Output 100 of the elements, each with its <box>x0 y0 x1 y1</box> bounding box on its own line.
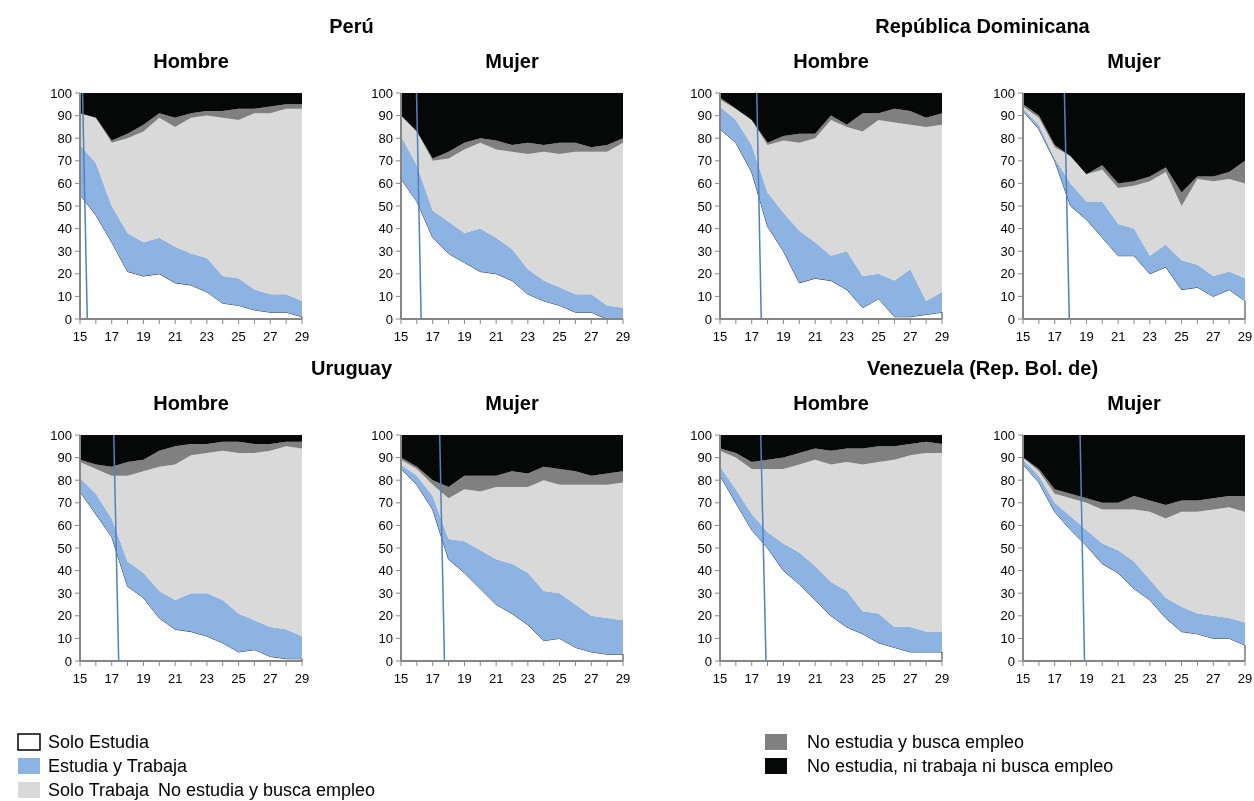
y-tick-label: 90 <box>697 108 712 124</box>
legend-label: Solo Estudia <box>48 732 151 753</box>
y-tick-label: 10 <box>697 288 712 304</box>
y-tick-label: 70 <box>57 153 72 169</box>
x-tick-label: 25 <box>231 329 246 344</box>
x-tick-label: 17 <box>104 329 119 344</box>
x-tick-label: 29 <box>1237 671 1253 686</box>
legend-label: No estudia y busca empleo <box>807 732 1025 753</box>
y-tick-label: 80 <box>57 130 72 146</box>
y-tick-label: 40 <box>57 221 72 237</box>
y-tick-label: 10 <box>57 288 72 304</box>
x-tick-label: 23 <box>199 329 215 344</box>
y-tick-label: 30 <box>1000 585 1015 601</box>
x-tick-label: 23 <box>520 671 536 686</box>
x-tick-label: 15 <box>393 329 409 344</box>
y-tick-label: 10 <box>57 630 72 646</box>
x-tick-label: 15 <box>712 329 728 344</box>
y-tick-label: 70 <box>1000 495 1015 511</box>
y-tick-label: 100 <box>50 427 72 443</box>
chart-subtitle: Hombre <box>793 50 869 72</box>
x-tick-label: 21 <box>1110 671 1126 686</box>
y-tick-label: 80 <box>1000 130 1015 146</box>
chart-subtitle: Mujer <box>485 50 539 72</box>
y-tick-label: 40 <box>697 221 712 237</box>
y-tick-label: 20 <box>378 266 393 282</box>
y-tick-label: 100 <box>993 427 1015 443</box>
y-tick-label: 40 <box>1000 221 1015 237</box>
y-tick-label: 50 <box>378 540 393 556</box>
x-tick-label: 19 <box>457 329 472 344</box>
x-tick-label: 27 <box>1206 671 1221 686</box>
x-tick-label: 27 <box>263 329 278 344</box>
legend-label: No estudia, ni trabaja ni busca empleo <box>807 756 1114 777</box>
x-tick-label: 25 <box>1174 329 1189 344</box>
y-tick-label: 50 <box>57 540 72 556</box>
x-tick-label: 19 <box>136 671 151 686</box>
x-tick-label: 15 <box>393 671 409 686</box>
x-tick-label: 17 <box>744 329 759 344</box>
x-tick-label: 15 <box>72 329 88 344</box>
x-tick-label: 25 <box>552 671 567 686</box>
y-tick-label: 10 <box>1000 630 1015 646</box>
y-tick-label: 20 <box>697 266 712 282</box>
y-tick-label: 20 <box>1000 266 1015 282</box>
x-tick-label: 23 <box>1142 329 1158 344</box>
text: Perú <box>329 15 374 37</box>
y-tick-label: 30 <box>378 585 393 601</box>
legend-label: Solo Trabaja <box>48 780 151 801</box>
x-tick-label: 17 <box>104 671 119 686</box>
x-tick-label: 27 <box>1206 329 1221 344</box>
y-tick-label: 80 <box>697 472 712 488</box>
x-tick-label: 27 <box>903 671 918 686</box>
text: República Dominicana <box>875 15 1091 37</box>
y-tick-label: 90 <box>57 108 72 124</box>
y-tick-label: 100 <box>50 85 72 101</box>
y-tick-label: 70 <box>57 495 72 511</box>
y-tick-label: 80 <box>378 472 393 488</box>
y-tick-label: 70 <box>697 153 712 169</box>
chart-subtitle: Mujer <box>485 392 539 414</box>
x-tick-label: 27 <box>584 329 599 344</box>
text: No estudia y busca empleo <box>158 780 376 801</box>
legend-label: Estudia y Trabaja <box>48 756 189 777</box>
chart-subtitle: Mujer <box>1107 392 1161 414</box>
text: Uruguay <box>310 357 393 379</box>
y-tick-label: 100 <box>690 427 712 443</box>
x-tick-label: 23 <box>839 671 855 686</box>
x-tick-label: 25 <box>231 671 246 686</box>
y-tick-label: 80 <box>1000 472 1015 488</box>
y-tick-label: 10 <box>378 630 393 646</box>
y-tick-label: 10 <box>1000 288 1015 304</box>
y-tick-label: 0 <box>385 653 393 669</box>
x-tick-label: 25 <box>552 329 567 344</box>
y-tick-label: 30 <box>57 585 72 601</box>
y-tick-label: 30 <box>57 243 72 259</box>
x-tick-label: 17 <box>1047 671 1062 686</box>
y-tick-label: 40 <box>378 563 393 579</box>
x-tick-label: 19 <box>776 671 791 686</box>
x-tick-label: 25 <box>871 671 886 686</box>
y-tick-label: 0 <box>64 311 72 327</box>
y-tick-label: 0 <box>385 311 393 327</box>
y-tick-label: 90 <box>57 450 72 466</box>
y-tick-label: 30 <box>1000 243 1015 259</box>
y-tick-label: 0 <box>1007 653 1015 669</box>
chart-subtitle: Hombre <box>793 392 869 414</box>
x-tick-label: 21 <box>488 671 504 686</box>
y-tick-label: 40 <box>697 563 712 579</box>
x-tick-label: 15 <box>72 671 88 686</box>
x-tick-label: 27 <box>903 329 918 344</box>
x-tick-label: 19 <box>1079 671 1094 686</box>
y-tick-label: 60 <box>1000 517 1015 533</box>
y-tick-label: 50 <box>57 198 72 214</box>
y-tick-label: 40 <box>378 221 393 237</box>
x-tick-label: 21 <box>807 671 823 686</box>
y-tick-label: 90 <box>378 450 393 466</box>
x-tick-label: 19 <box>136 329 151 344</box>
x-tick-label: 23 <box>520 329 536 344</box>
x-tick-label: 15 <box>1015 671 1031 686</box>
y-tick-label: 70 <box>1000 153 1015 169</box>
y-tick-label: 50 <box>697 198 712 214</box>
y-tick-label: 0 <box>704 653 712 669</box>
x-tick-label: 29 <box>294 329 310 344</box>
y-tick-label: 50 <box>697 540 712 556</box>
